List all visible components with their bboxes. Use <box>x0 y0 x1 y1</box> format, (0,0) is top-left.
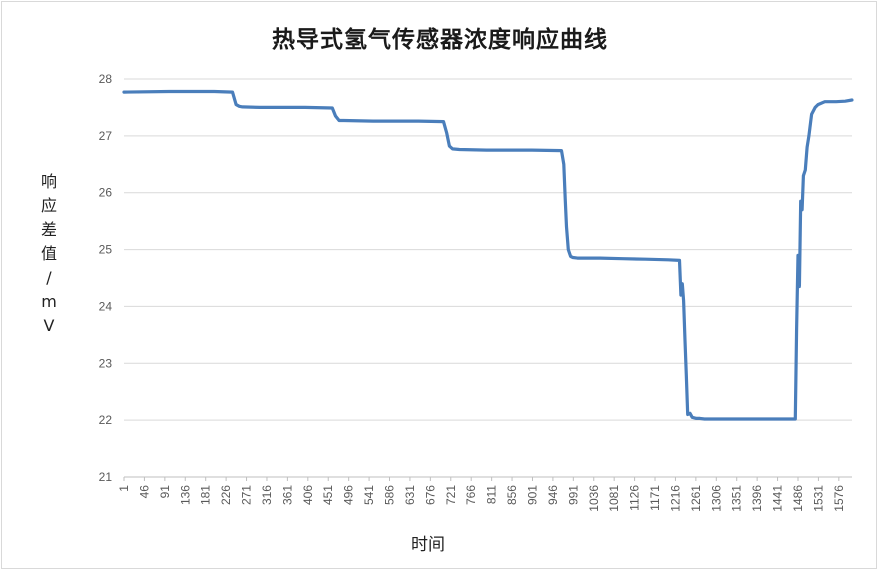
x-tick-label: 676 <box>423 485 437 505</box>
x-tick-label: 1 <box>117 485 131 492</box>
x-tick-label: 226 <box>219 485 233 505</box>
x-tick-label: 1216 <box>668 485 682 512</box>
x-tick-label: 1171 <box>648 485 662 511</box>
x-tick-label: 136 <box>178 485 192 505</box>
y-tick-label: 27 <box>99 129 113 143</box>
x-tick-label: 1441 <box>771 485 785 512</box>
y-tick-label: 25 <box>99 243 113 257</box>
x-tick-label: 181 <box>199 485 213 505</box>
x-tick-label: 946 <box>546 485 560 505</box>
x-tick-label: 721 <box>444 485 458 505</box>
x-tick-label: 271 <box>240 485 254 505</box>
x-tick-label: 496 <box>342 485 356 505</box>
x-tick-label: 586 <box>383 485 397 505</box>
chart-title: 热导式氢气传感器浓度响应曲线 <box>272 26 608 53</box>
x-tick-label: 1576 <box>832 485 846 512</box>
x-tick-label: 856 <box>505 485 519 505</box>
x-tick-label: 316 <box>260 485 274 505</box>
x-tick-label: 631 <box>403 485 417 505</box>
x-tick-label: 811 <box>485 485 499 504</box>
x-axis-label: 时间 <box>411 535 445 555</box>
y-axis-label: 响 应 差 值 / m V <box>34 170 64 338</box>
x-tick-label: 1531 <box>811 485 825 512</box>
x-tick-label: 1126 <box>628 485 642 511</box>
y-axis-label-char: V <box>43 316 55 335</box>
x-tick-label: 766 <box>464 485 478 505</box>
y-axis-label-char: 差 <box>40 220 57 239</box>
y-tick-label: 24 <box>99 299 113 313</box>
y-axis-label-char: 应 <box>40 196 57 215</box>
x-tick-label: 1396 <box>750 485 764 512</box>
y-axis-label-char: 响 <box>40 172 57 191</box>
x-tick-label: 541 <box>362 485 376 505</box>
x-tick-label: 406 <box>301 485 315 505</box>
y-tick-label: 26 <box>99 186 113 200</box>
x-tick-label: 1306 <box>709 485 723 512</box>
x-tick-label: 991 <box>566 485 580 505</box>
y-axis-label-char: / <box>46 268 52 287</box>
x-tick-label: 1351 <box>730 485 744 512</box>
y-tick-label: 21 <box>99 470 113 484</box>
y-tick-label: 28 <box>99 72 113 86</box>
x-tick-label: 361 <box>280 485 294 505</box>
y-tick-label: 23 <box>99 356 113 370</box>
x-tick-label: 1036 <box>587 485 601 512</box>
x-tick-label: 1081 <box>607 485 621 512</box>
x-tick-label: 1261 <box>689 485 703 512</box>
x-tick-label: 451 <box>321 485 335 505</box>
x-tick-label: 901 <box>525 485 539 505</box>
x-tick-label: 46 <box>137 485 151 499</box>
y-tick-label: 22 <box>99 413 113 427</box>
series-line <box>122 89 854 421</box>
y-axis-label-char: m <box>41 292 57 311</box>
x-tick-label: 91 <box>158 485 172 499</box>
x-tick-label: 1486 <box>791 485 805 512</box>
y-axis-label-char: 值 <box>40 244 57 263</box>
